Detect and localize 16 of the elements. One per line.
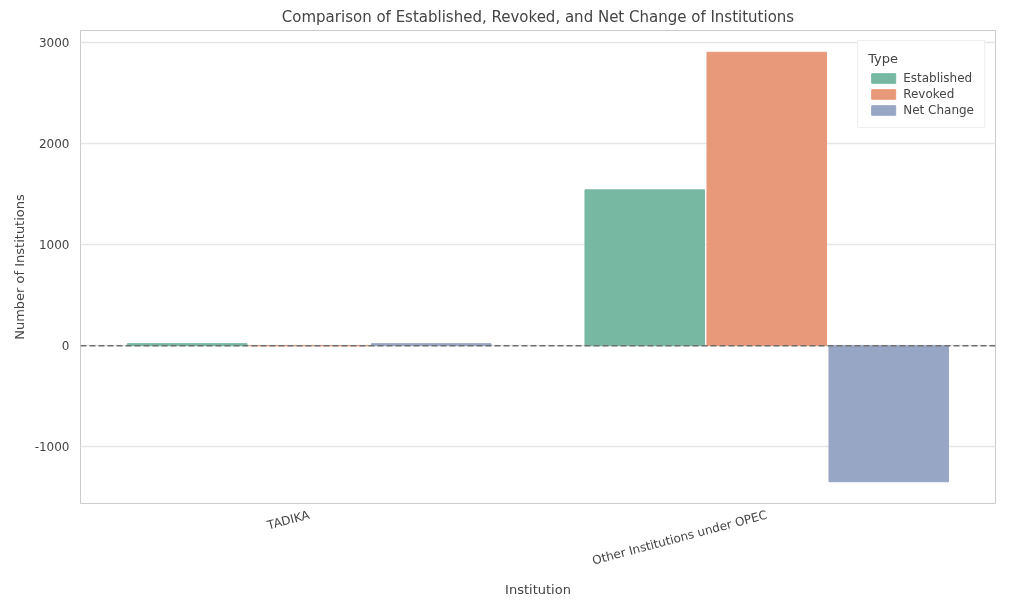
legend-title: Type (868, 51, 900, 66)
y-axis-title: Number of Institutions (11, 193, 27, 340)
legend-label: Established (903, 71, 973, 85)
y-tick-label: 0 (61, 339, 70, 354)
bar (706, 51, 828, 347)
chart-title: Comparison of Established, Revoked, and Net Change of Institutions (281, 7, 795, 26)
y-tick-label: 2000 (38, 136, 70, 151)
bar (584, 189, 706, 347)
legend-label: Net Change (903, 103, 974, 117)
y-tick-label: 1000 (38, 237, 70, 252)
x-tick-label: TADIKA (264, 507, 312, 533)
y-tick-label: -1000 (34, 440, 70, 455)
legend-label: Revoked (903, 87, 955, 101)
y-tick-label: 3000 (38, 35, 70, 50)
x-axis-title: Institution (505, 582, 571, 598)
bar (828, 345, 950, 483)
